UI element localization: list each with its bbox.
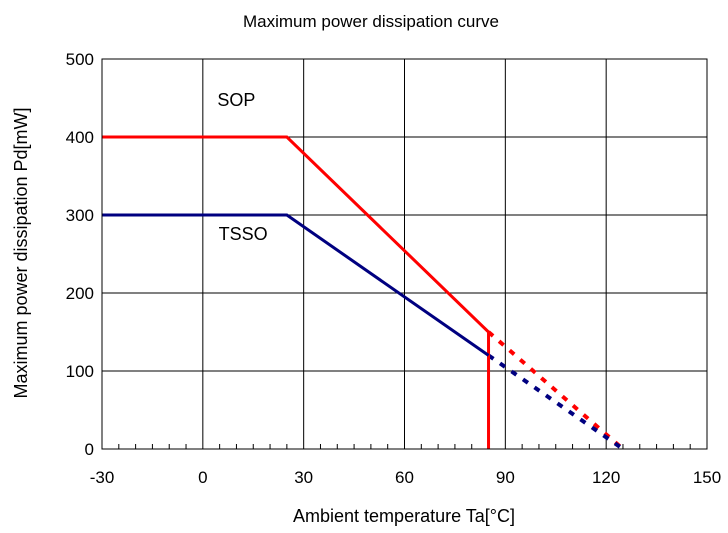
y-tick-label: 400 xyxy=(66,128,94,147)
y-tick-label: 300 xyxy=(66,206,94,225)
y-tick-labels: 0 100 200 300 400 500 xyxy=(66,50,94,459)
series-layer xyxy=(102,135,625,451)
y-tick-label: 0 xyxy=(85,440,94,459)
y-tick-label: 100 xyxy=(66,362,94,381)
sop-line xyxy=(102,135,491,449)
annotations: SOP TSSO xyxy=(217,90,267,244)
x-tick-label: -30 xyxy=(90,468,115,487)
grid-lines xyxy=(101,58,708,450)
x-tick-label: 150 xyxy=(693,468,721,487)
series-label-sop: SOP xyxy=(217,90,255,110)
plot-frame xyxy=(101,58,708,450)
x-axis-label: Ambient temperature Ta[°C] xyxy=(293,506,515,526)
x-tick-labels: -30 0 30 60 90 120 150 xyxy=(90,468,721,487)
y-axis-label: Maximum power dissipation Pd[mW] xyxy=(11,107,31,398)
series-label-tsso: TSSO xyxy=(219,224,268,244)
y-tick-label: 200 xyxy=(66,284,94,303)
x-tick-label: 120 xyxy=(592,468,620,487)
x-tick-label: 60 xyxy=(395,468,414,487)
tsso-derating-extension xyxy=(487,353,625,451)
x-tick-label: 90 xyxy=(496,468,515,487)
x-tick-label: 0 xyxy=(198,468,207,487)
x-minor-ticks xyxy=(118,444,691,449)
y-tick-label: 500 xyxy=(66,50,94,69)
sop-derating-extension xyxy=(487,330,625,451)
tsso-line xyxy=(102,213,490,357)
chart-title: Maximum power dissipation curve xyxy=(243,12,499,31)
x-tick-label: 30 xyxy=(294,468,313,487)
